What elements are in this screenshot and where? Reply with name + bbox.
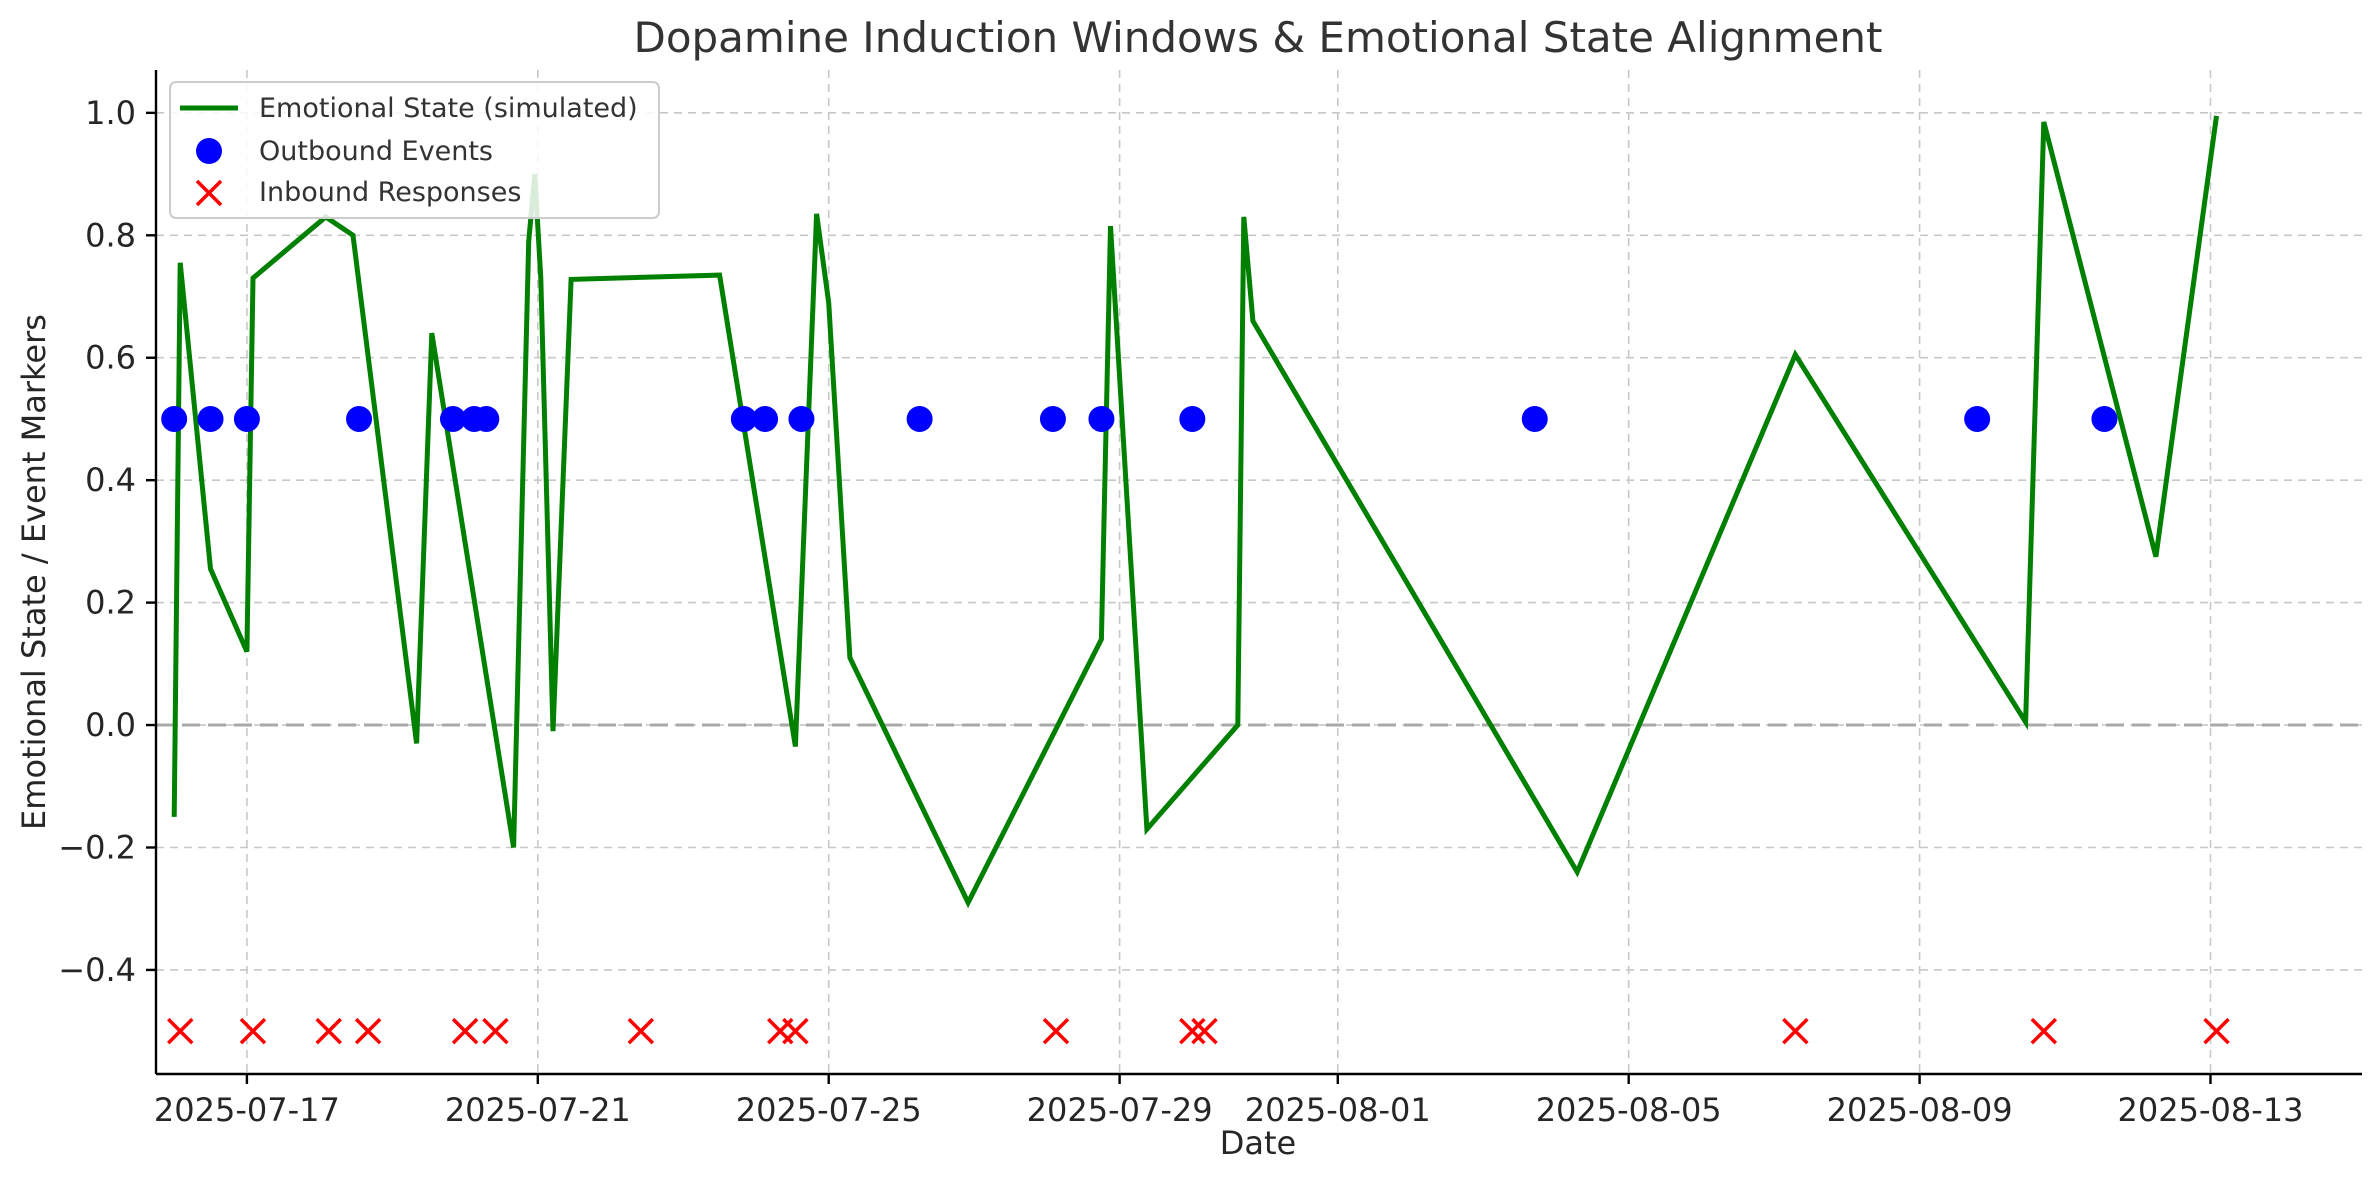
inbound-response-point — [239, 1017, 267, 1045]
emotional-state-line — [171, 115, 2219, 909]
line-layer — [171, 115, 2219, 909]
y-tick-label: 1.0 — [85, 94, 136, 132]
inbound-response-point — [2030, 1017, 2058, 1045]
inbound-response-point — [1042, 1017, 1070, 1045]
inbound-response-point — [482, 1017, 509, 1045]
outbound-event-point — [1179, 405, 1206, 432]
tick-layer: 2025-07-17 2025-07-21 2025-07-25 2025-07-29… — [58, 94, 2303, 1129]
y-axis-label: Emotional State / Event Markers — [15, 314, 53, 830]
outbound-event-point — [1039, 405, 1066, 432]
outbound-event-point — [2091, 405, 2118, 432]
outbound-event-point — [233, 405, 260, 432]
outbound-event-point — [906, 405, 933, 432]
marker-layer — [161, 405, 2230, 1045]
inbound-response-point — [354, 1017, 382, 1045]
inbound-response-point — [315, 1017, 342, 1045]
inbound-response-point — [451, 1017, 479, 1045]
inbound-response-point — [782, 1017, 809, 1045]
y-tick-label: 0.6 — [85, 339, 136, 377]
outbound-event-point — [1964, 405, 1991, 432]
inbound-response-point — [1782, 1017, 1809, 1045]
inbound-response-point — [167, 1017, 194, 1045]
legend-x-swatch — [195, 179, 223, 207]
outbound-event-point — [752, 405, 779, 432]
outbound-event-point — [1088, 405, 1115, 432]
legend-label-emotional-state: Emotional State (simulated) — [259, 93, 638, 124]
x-tick-label: 2025-07-21 — [445, 1091, 631, 1129]
legend-frame — [169, 81, 660, 219]
y-tick-label: 0.4 — [85, 461, 136, 499]
y-tick-label: −0.2 — [58, 828, 136, 866]
inbound-response-point — [1191, 1017, 1218, 1045]
y-tick-label: 0.0 — [85, 706, 136, 744]
y-tick-label: 0.2 — [85, 584, 136, 622]
inbound-response-point — [2203, 1017, 2230, 1045]
legend-circle-swatch — [196, 138, 222, 164]
x-tick-label: 2025-07-25 — [736, 1091, 922, 1129]
inbound-response-point — [627, 1017, 655, 1045]
x-tick-label: 2025-08-09 — [1827, 1091, 2013, 1129]
x-tick-label: 2025-07-29 — [1027, 1091, 1213, 1129]
x-tick-label: 2025-08-05 — [1536, 1091, 1722, 1129]
legend-label-outbound-events: Outbound Events — [259, 136, 493, 167]
legend: Emotional State (simulated) Outbound Eve… — [169, 81, 660, 219]
outbound-event-point — [439, 405, 466, 432]
outbound-event-point — [730, 405, 757, 432]
x-axis-label: Date — [1220, 1124, 1296, 1162]
inbound-response-point — [1179, 1017, 1206, 1045]
chart-title: Dopamine Induction Windows & Emotional S… — [633, 13, 1882, 62]
outbound-event-point — [1521, 405, 1548, 432]
y-tick-label: 0.8 — [85, 216, 136, 254]
x-tick-label: 2025-08-13 — [2118, 1091, 2304, 1129]
outbound-event-point — [161, 405, 188, 432]
axes-layer — [154, 70, 2362, 1076]
outbound-event-point — [346, 405, 373, 432]
outbound-event-point — [473, 405, 500, 432]
x-tick-label: 2025-07-17 — [154, 1091, 340, 1129]
x-tick-label: 2025-08-01 — [1245, 1091, 1431, 1129]
grid-layer — [156, 70, 2362, 1074]
y-tick-label: −0.4 — [58, 951, 136, 989]
legend-label-inbound-responses: Inbound Responses — [259, 177, 521, 208]
outbound-event-point — [788, 405, 815, 432]
outbound-event-point — [197, 405, 224, 432]
